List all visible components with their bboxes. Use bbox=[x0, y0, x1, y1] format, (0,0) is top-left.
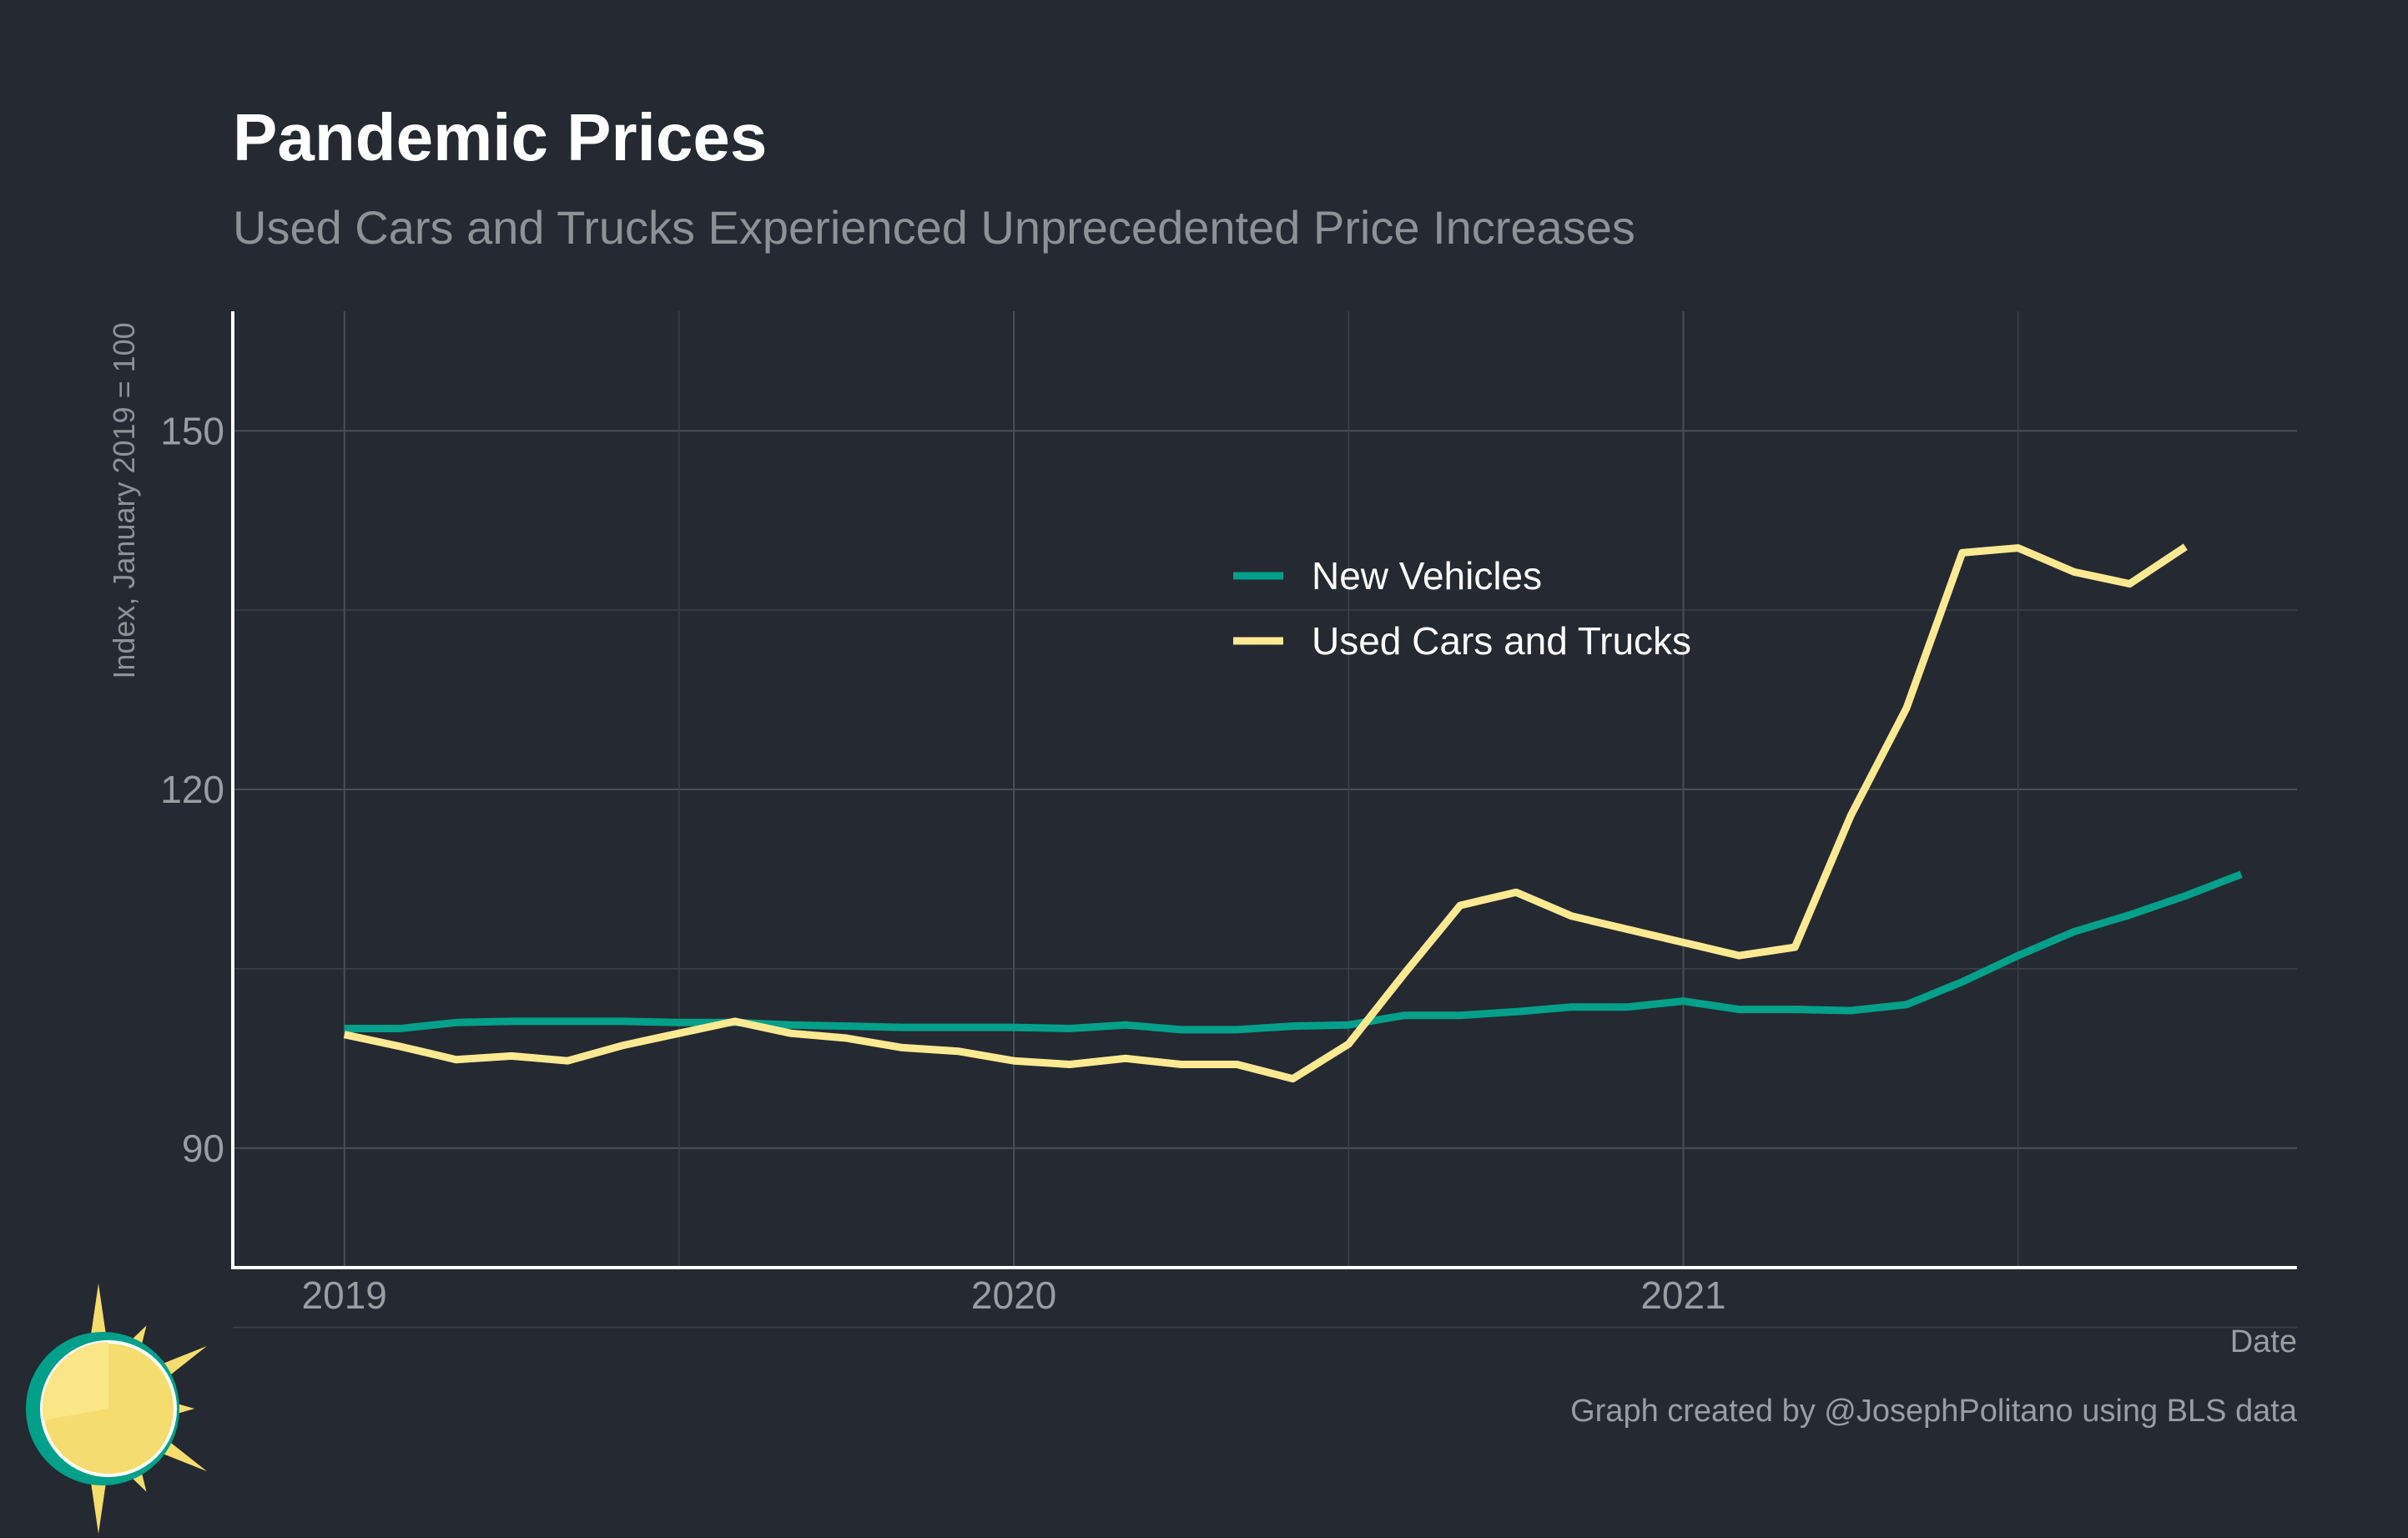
series-line-1 bbox=[343, 543, 2188, 1083]
sun-ray bbox=[89, 1283, 108, 1343]
y-tick-label: 150 bbox=[160, 409, 224, 452]
sun-ray bbox=[89, 1475, 108, 1534]
legend-label: Used Cars and Trucks bbox=[1312, 619, 1691, 663]
series-line-0 bbox=[344, 870, 2243, 1034]
x-axis-title: Date bbox=[2230, 1324, 2297, 1359]
x-tick-label: 2019 bbox=[302, 1273, 387, 1317]
x-tick-label: 2020 bbox=[971, 1273, 1056, 1317]
legend: New Vehicles Used Cars and Trucks bbox=[1233, 554, 1691, 663]
legend-label: New Vehicles bbox=[1312, 554, 1542, 598]
y-tick-label: 90 bbox=[182, 1127, 224, 1170]
sun-logo bbox=[26, 1283, 207, 1534]
caption: Graph created by @JosephPolitano using B… bbox=[1570, 1394, 2298, 1429]
x-tick-label: 2021 bbox=[1640, 1273, 1725, 1317]
sun-highlight bbox=[42, 1342, 108, 1420]
y-tick-label: 120 bbox=[160, 768, 224, 811]
chart-title: Pandemic Prices bbox=[233, 100, 767, 174]
y-axis-title: Index, January 2019 = 100 bbox=[107, 322, 141, 678]
tick-labels: 90 120 150 2019 2020 2021 bbox=[160, 409, 1725, 1317]
series-lines bbox=[343, 543, 2243, 1083]
grid bbox=[233, 311, 2297, 1329]
axes bbox=[231, 311, 2297, 1269]
chart-subtitle: Used Cars and Trucks Experienced Unprece… bbox=[233, 201, 1635, 254]
